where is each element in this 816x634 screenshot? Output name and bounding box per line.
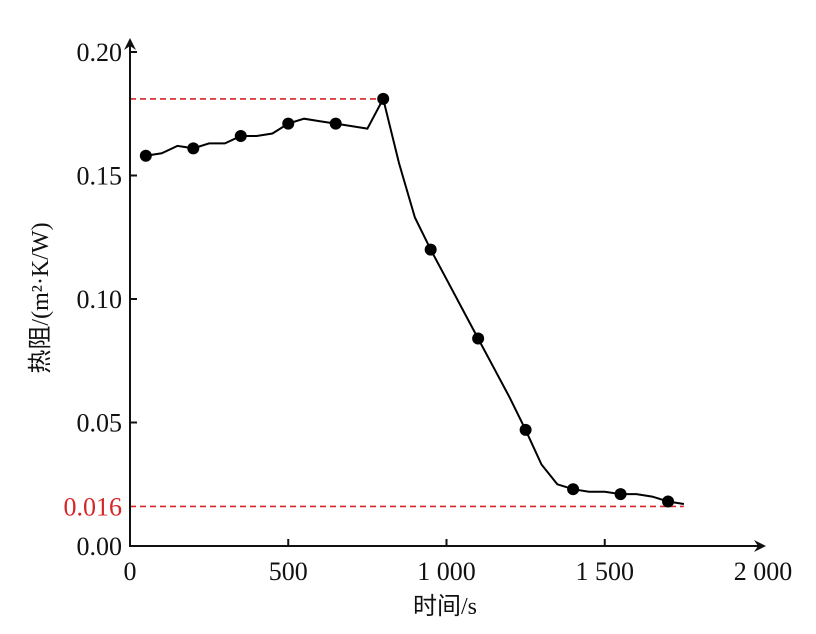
y-tick-label: 0.20 bbox=[77, 38, 123, 67]
data-point bbox=[282, 117, 295, 130]
y-tick-label: 0.05 bbox=[77, 409, 123, 438]
data-point bbox=[377, 92, 390, 105]
data-point bbox=[472, 332, 485, 345]
data-point bbox=[234, 129, 247, 142]
x-tick-label: 0 bbox=[124, 557, 137, 586]
data-point bbox=[329, 117, 342, 130]
y-axis-ticks: 0.00 0.05 0.10 0.15 0.20 bbox=[77, 38, 137, 561]
y-tick-label: 0.00 bbox=[77, 532, 123, 561]
y-tick-label: 0.10 bbox=[77, 285, 123, 314]
x-tick-label: 2 000 bbox=[734, 557, 793, 586]
data-point bbox=[139, 149, 152, 162]
x-tick-label: 1 500 bbox=[576, 557, 635, 586]
data-point bbox=[424, 243, 437, 256]
reference-lines bbox=[130, 98, 684, 508]
data-point bbox=[519, 423, 532, 436]
series-markers bbox=[139, 92, 675, 508]
series-line bbox=[145, 96, 685, 505]
y-tick-label: 0.15 bbox=[77, 162, 123, 191]
reference-line-label: 0.016 bbox=[64, 492, 123, 521]
data-point bbox=[187, 142, 200, 155]
reference-labels: 0.016 bbox=[64, 492, 123, 521]
x-axis-ticks: 0 500 1 000 1 500 2 000 bbox=[124, 539, 793, 586]
data-point bbox=[662, 495, 675, 508]
x-tick-label: 1 000 bbox=[417, 557, 476, 586]
y-axis-title: 热阻/(m²·K/W) bbox=[27, 222, 54, 373]
data-point bbox=[614, 488, 627, 501]
x-tick-label: 500 bbox=[269, 557, 308, 586]
x-axis-title: 时间/s bbox=[413, 593, 477, 620]
data-point bbox=[567, 483, 580, 496]
